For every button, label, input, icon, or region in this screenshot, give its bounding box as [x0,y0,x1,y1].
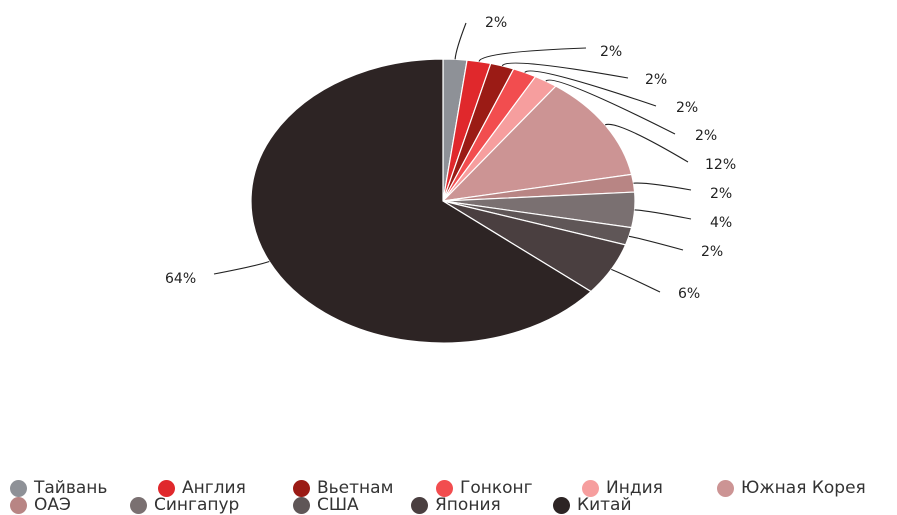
slice-label: 2% [710,186,732,202]
legend-label: Китай [577,495,632,515]
legend-swatch [582,480,599,497]
slice-label: 64% [165,271,196,287]
legend-label: Индия [606,478,663,498]
leader-line [611,268,661,293]
slice-labels: 2% 2% 2% 2% 2% 12% 2% 4% 2% 6% 64% [165,15,736,302]
legend-label: ОАЭ [34,495,71,515]
legend-label: Тайвань [34,478,108,498]
pie-slice [250,58,592,344]
leader-line [454,22,467,60]
legend-label: Япония [435,495,501,515]
legend-item: Гонконг [436,480,582,497]
legend-item: ОАЭ [10,497,130,514]
legend-swatch [158,480,175,497]
legend-swatch [130,497,147,514]
legend-item: Тайвань [10,480,158,497]
legend-label: Гонконг [460,478,533,498]
leader-line [604,123,689,163]
legend-item: Вьетнам [293,480,436,497]
slice-label: 2% [600,44,622,60]
legend-swatch [293,480,310,497]
slice-label: 2% [485,15,507,31]
legend-swatch [436,480,453,497]
leader-line [634,209,692,220]
leader-line [633,182,692,191]
legend-item: Китай [553,497,632,514]
legend-row: ОАЭ Сингапур США Япония Китай [10,497,895,514]
legend-item: Япония [411,497,553,514]
legend-swatch [717,480,734,497]
leader-line [478,47,587,62]
legend-item: США [293,497,411,514]
slice-label: 12% [705,157,736,173]
legend-label: Англия [182,478,246,498]
leader-line [213,260,270,275]
legend: Тайвань Англия Вьетнам Гонконг Индия Южная Ко… [10,480,895,514]
pie-slices [250,58,636,344]
legend-swatch [411,497,428,514]
leader-lines [213,22,692,293]
legend-swatch [10,480,27,497]
legend-item: Индия [582,480,717,497]
slice-label: 6% [678,286,700,302]
legend-row: Тайвань Англия Вьетнам Гонконг Индия Южная Ко… [10,480,895,497]
legend-swatch [553,497,570,514]
legend-label: Вьетнам [317,478,394,498]
legend-swatch [293,497,310,514]
legend-label: США [317,495,359,515]
legend-swatch [10,497,27,514]
slice-label: 2% [676,100,698,116]
slice-label: 2% [645,72,667,88]
pie-slice [441,85,633,202]
slice-label: 2% [695,128,717,144]
legend-label: Сингапур [154,495,240,515]
leader-line [524,70,657,107]
legend-item: Англия [158,480,293,497]
leader-line [628,235,684,251]
legend-item: Сингапур [130,497,293,514]
slice-label: 2% [701,244,723,260]
slice-label: 4% [710,215,732,231]
legend-label: Южная Корея [741,478,866,498]
leader-line [545,79,676,135]
legend-item: Южная Корея [717,480,866,497]
leader-line [501,62,629,79]
